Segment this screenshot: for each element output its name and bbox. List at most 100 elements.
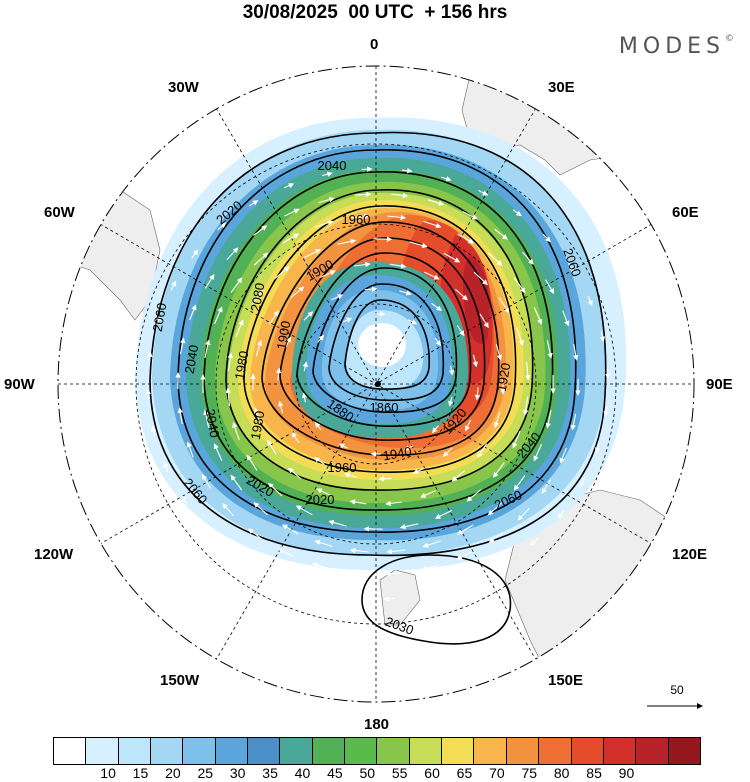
wind-vector bbox=[546, 340, 553, 359]
colorbar-tick-label: 55 bbox=[391, 765, 408, 781]
wind-vector bbox=[201, 473, 211, 489]
wind-vector bbox=[434, 337, 442, 347]
wind-vector bbox=[545, 279, 555, 295]
wind-vector bbox=[163, 461, 169, 473]
wind-vector bbox=[253, 225, 268, 236]
wind-vector bbox=[522, 396, 529, 416]
wind-vector bbox=[288, 467, 302, 480]
wind-vector bbox=[291, 286, 305, 298]
wind-vector bbox=[235, 319, 244, 338]
wind-vector bbox=[387, 214, 407, 221]
colorbar-tick-label: 75 bbox=[521, 765, 538, 781]
wind-vector bbox=[255, 340, 263, 357]
wind-vector bbox=[386, 548, 406, 555]
wind-vector bbox=[227, 352, 234, 372]
wind-vector bbox=[253, 252, 269, 266]
wind-vector bbox=[318, 196, 335, 204]
wind-speed-shading bbox=[135, 117, 627, 571]
wind-vector bbox=[545, 409, 552, 429]
wind-vector bbox=[448, 396, 454, 407]
wind-vector bbox=[205, 525, 214, 535]
colorbar-swatch bbox=[376, 738, 409, 764]
wind-vector bbox=[361, 166, 373, 172]
wind-vector bbox=[525, 361, 531, 381]
wind-vector bbox=[189, 304, 197, 321]
contour-1900 bbox=[312, 267, 458, 413]
wind-vector bbox=[331, 294, 344, 301]
wind-vector bbox=[217, 222, 227, 231]
wind-vector bbox=[344, 472, 357, 478]
wind-vector bbox=[248, 200, 259, 207]
wind-vector bbox=[349, 499, 367, 505]
height-contours bbox=[149, 131, 607, 645]
wind-vector bbox=[145, 388, 151, 400]
wind-vector bbox=[147, 351, 153, 363]
wind-vector bbox=[204, 274, 215, 289]
wind-vector bbox=[403, 445, 414, 451]
wind-vector bbox=[284, 336, 291, 349]
contour-label: 1860 bbox=[370, 400, 399, 415]
wind-vector bbox=[605, 368, 611, 380]
contour-label: 1980 bbox=[248, 410, 268, 441]
colorbar-swatch bbox=[538, 738, 571, 764]
wind-vector bbox=[268, 310, 279, 325]
wind-vector bbox=[364, 286, 378, 292]
colorbar-swatch bbox=[117, 738, 151, 764]
colorbar-tick-label: 50 bbox=[359, 765, 376, 781]
wind-vector bbox=[420, 490, 436, 498]
wind-vector bbox=[409, 241, 428, 249]
wind-vector bbox=[222, 503, 234, 517]
wind-vector bbox=[487, 502, 503, 516]
lon-label-180: 180 bbox=[364, 716, 390, 733]
colorbar-tick-label: 40 bbox=[294, 765, 311, 781]
wind-vector bbox=[251, 290, 263, 306]
wind-vector bbox=[304, 586, 315, 592]
colorbar-tick-label: 45 bbox=[327, 765, 343, 781]
wind-vector bbox=[389, 263, 407, 269]
wind-vector bbox=[488, 532, 503, 543]
copyright-mark: © bbox=[725, 34, 734, 44]
wind-vector bbox=[562, 310, 570, 327]
wind-vector bbox=[497, 561, 508, 568]
wind-vector bbox=[399, 290, 412, 296]
wind-vector bbox=[587, 295, 593, 307]
wind-vector bbox=[457, 233, 475, 244]
wind-vector bbox=[512, 209, 522, 217]
wind-vector bbox=[594, 442, 601, 454]
wind-vector bbox=[314, 421, 322, 431]
wind-vector bbox=[278, 548, 294, 557]
contour-labels: 2040 1960 2020 1900 2060 2080 1900 2060 … bbox=[150, 158, 585, 638]
wind-vector bbox=[155, 314, 162, 326]
contour-label: 1960 bbox=[342, 212, 371, 227]
lon-label-30e: 30E bbox=[548, 79, 575, 96]
wind-vector bbox=[465, 419, 472, 432]
wind-vector bbox=[179, 337, 186, 355]
colorbar bbox=[53, 737, 701, 765]
contour-1920 bbox=[296, 252, 472, 427]
wind-vector bbox=[303, 311, 314, 321]
wind-vector bbox=[461, 579, 473, 585]
wind-vector bbox=[498, 297, 510, 314]
wind-vector bbox=[542, 233, 551, 243]
colorbar-swatch bbox=[279, 738, 312, 764]
wind-vector bbox=[454, 288, 468, 301]
wind-vector bbox=[274, 266, 290, 279]
wind-vector bbox=[350, 213, 370, 220]
wind-vector bbox=[234, 551, 244, 559]
colorbar-swatch bbox=[214, 738, 248, 764]
colorbar-swatch bbox=[150, 738, 183, 764]
contour-1860 bbox=[344, 299, 430, 390]
colorbar-ticks: 10 15 20 25 30 35 40 45 50 55 60 65 70 75 80 85 90 bbox=[53, 765, 701, 782]
wind-vector bbox=[456, 524, 474, 535]
wind-vector bbox=[516, 327, 524, 346]
wind-vector bbox=[283, 183, 295, 189]
wind-vector bbox=[466, 489, 482, 502]
wind-vector bbox=[246, 454, 258, 471]
wind-vector bbox=[568, 263, 575, 273]
brand-text: MODES bbox=[618, 34, 725, 59]
contour-1980 bbox=[243, 205, 517, 473]
south-pole-marker bbox=[375, 381, 381, 387]
wind-vector bbox=[186, 441, 194, 458]
wind-vector bbox=[291, 431, 300, 443]
colorbar-swatch bbox=[311, 738, 345, 764]
